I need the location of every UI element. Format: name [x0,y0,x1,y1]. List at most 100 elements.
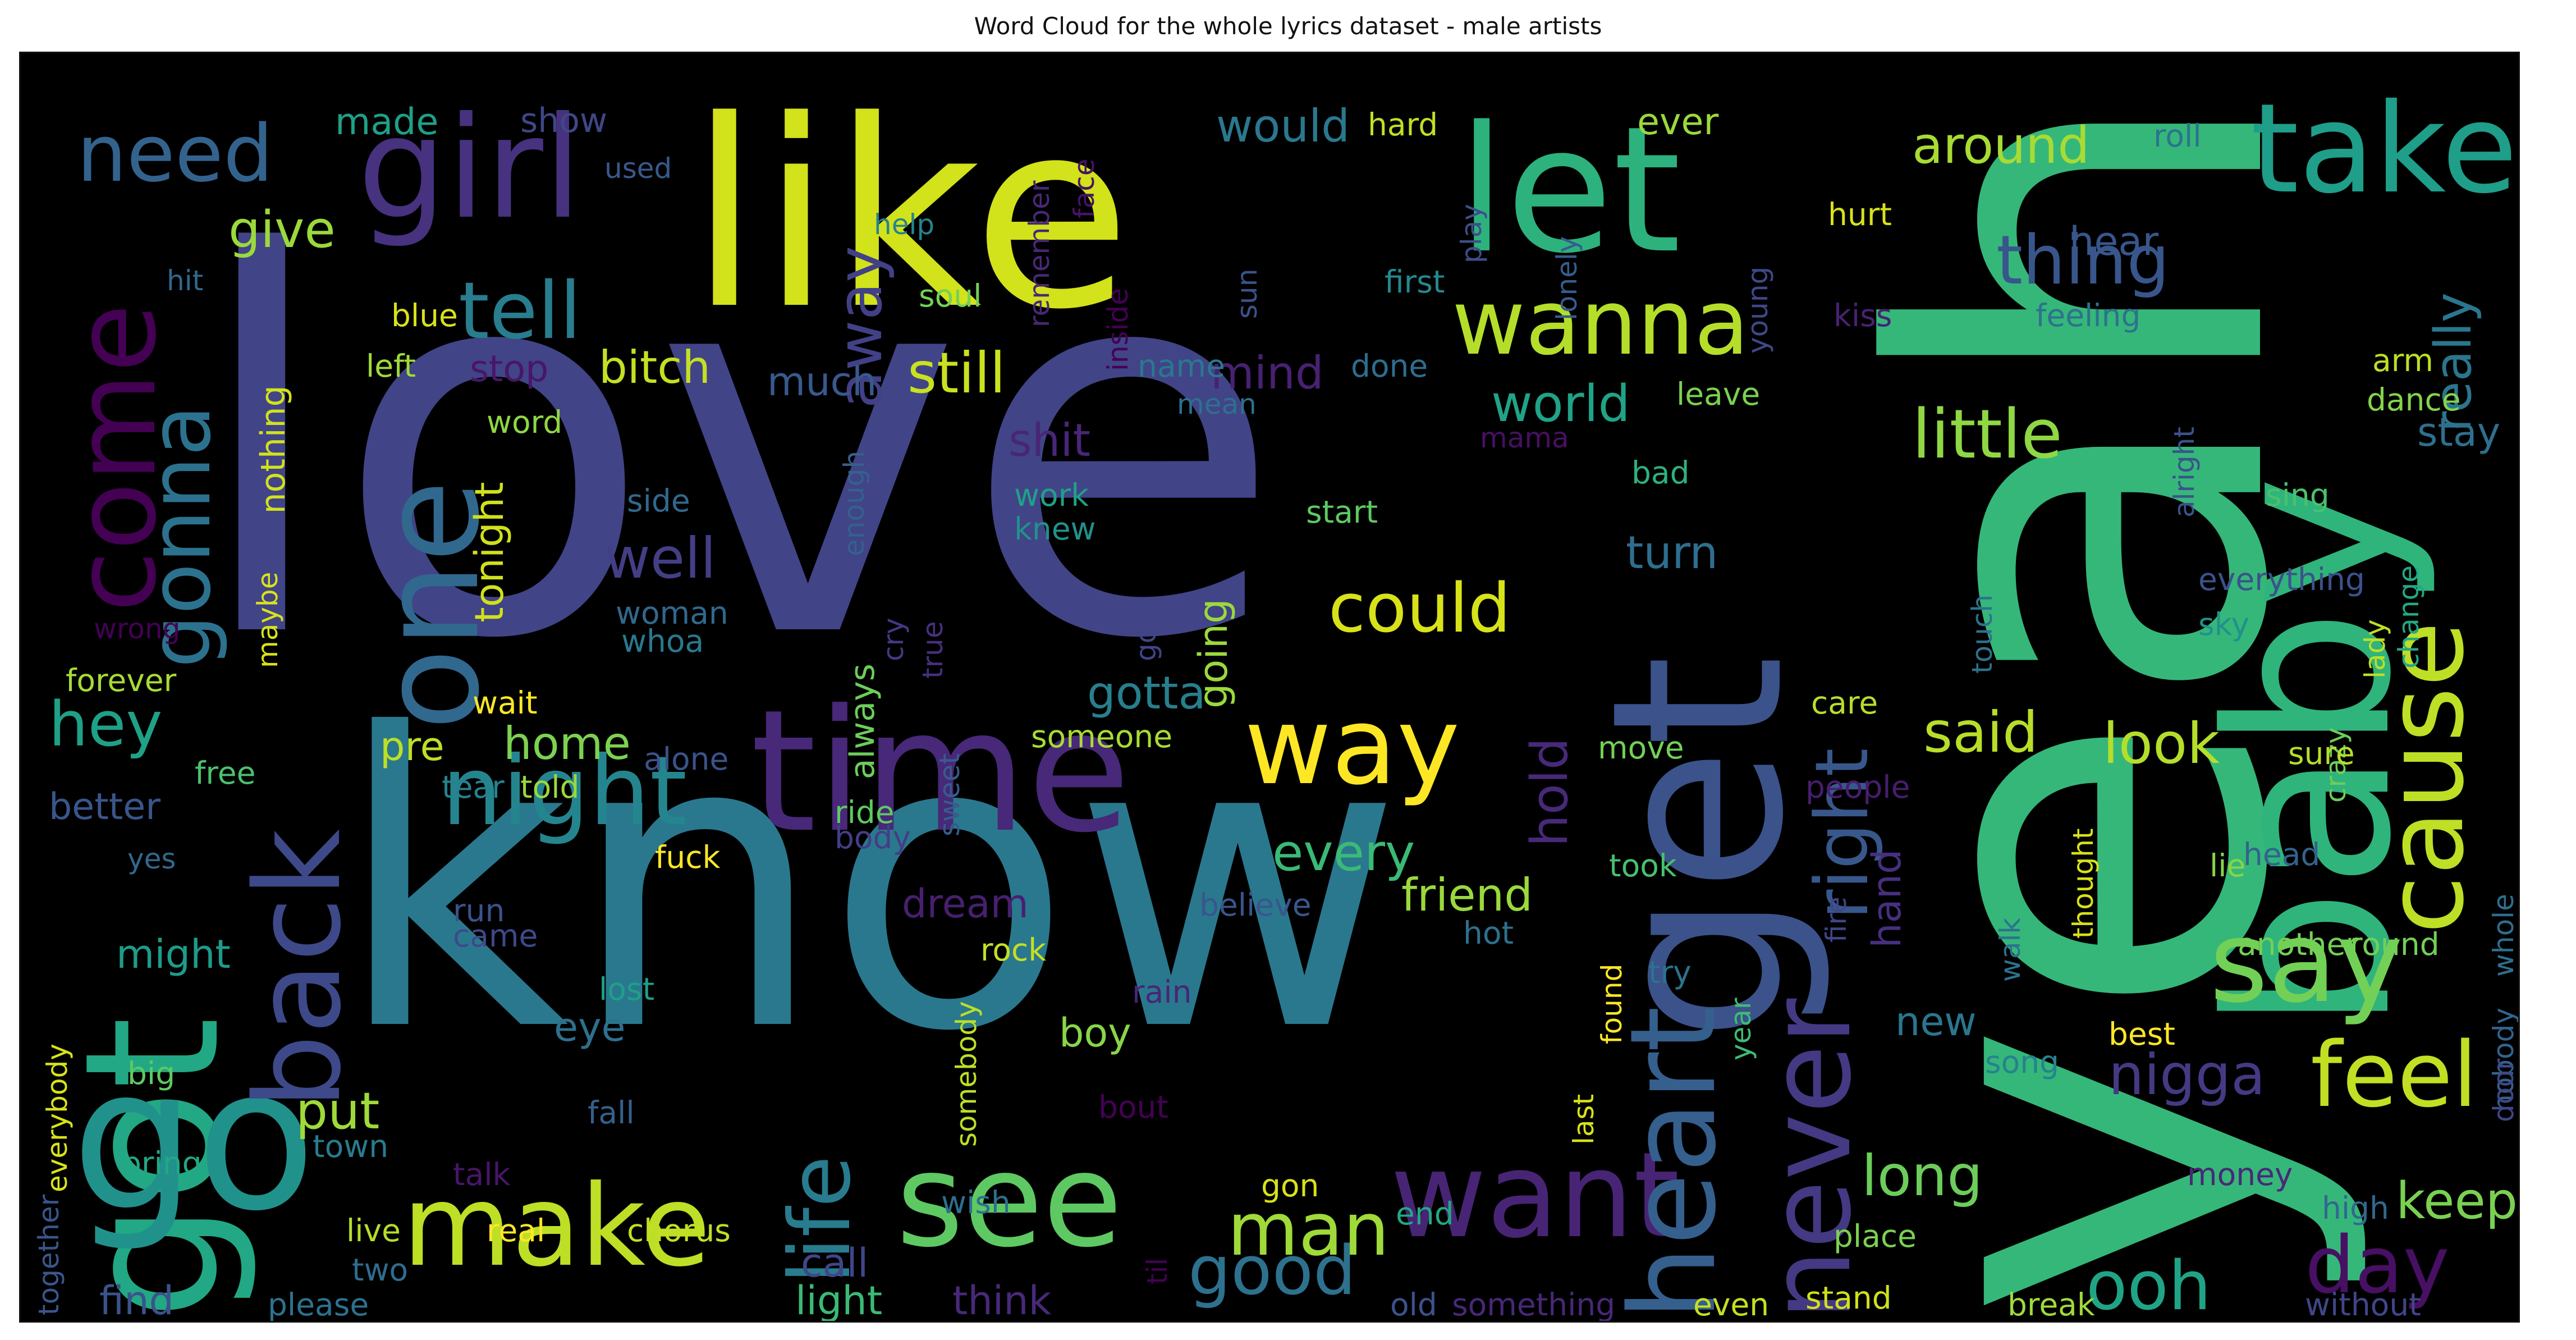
word-go: go [71,1025,317,1254]
word-head: head [2243,836,2321,872]
word-fire: fire [1820,897,1853,943]
word-found: found [1596,963,1628,1044]
word-take: take [2250,77,2518,221]
word-round: round [2350,926,2440,962]
word-talk: talk [453,1156,511,1192]
word-need: need [77,108,273,200]
word-free: free [195,755,256,791]
word-think: think [952,1278,1052,1323]
word-arm: arm [2372,342,2433,378]
word-somebody: somebody [950,1001,983,1147]
word-face: face [1068,158,1101,219]
word-stop: stop [470,348,549,390]
word-gon: gon [1261,1168,1319,1204]
word-please: please [268,1287,369,1323]
word-move: move [1598,730,1684,766]
word-tear: tear [442,769,505,805]
word-make: make [402,1161,711,1292]
word-love: love [189,145,1284,753]
word-friend: friend [1401,869,1533,921]
word-night: night [442,736,687,847]
word-time: time [750,674,1131,870]
word-told: told [520,769,580,805]
word-play: play [1455,204,1488,263]
word-call: call [801,1240,869,1286]
word-ever: ever [1637,101,1719,143]
word-young: young [1741,266,1774,354]
word-place: place [1834,1218,1917,1254]
word-want: want [1390,1127,1680,1264]
word-everybody: everybody [41,1044,74,1192]
word-hear: hear [2069,218,2159,264]
word-never: never [1745,998,1876,1320]
word-alright: alright [2168,426,2201,518]
word-ride: ride [835,794,895,830]
word-side: side [627,483,690,519]
word-town: town [313,1128,389,1164]
word-ooh: ooh [2086,1247,2211,1323]
word-feel: feel [2311,1022,2478,1127]
word-hey: hey [49,688,163,760]
word-find: find [99,1278,174,1323]
word-first: first [1385,264,1445,300]
word-forever: forever [66,662,177,698]
word-wait: wait [473,685,538,721]
word-money: money [2187,1156,2293,1192]
word-mama: mama [1480,422,1569,454]
word-done: done [1351,348,1428,384]
word-walk: walk [1994,917,2027,982]
word-change: change [2392,565,2425,669]
word-sun: sun [1231,268,1263,319]
word-home: home [503,717,631,770]
word-thought: thought [2067,828,2100,939]
word-used: used [604,152,672,185]
word-hit: hit [167,264,204,297]
word-stand: stand [1805,1280,1892,1316]
word-man: man [1227,1187,1390,1272]
word-body: body [835,820,911,856]
word-came: came [453,918,538,954]
word-song: song [1985,1044,2060,1080]
word-maybe: maybe [251,571,284,668]
word-big: big [127,1055,176,1091]
word-feeling: feeling [2036,298,2141,333]
word-whoa: whoa [621,623,704,659]
word-door: door [2487,1058,2520,1122]
word-sing: sing [2266,477,2330,513]
word-long: long [1862,1143,1983,1209]
word-alone: alone [644,741,729,777]
word-end: end [1396,1196,1454,1232]
word-heart: heart [1605,1006,1742,1320]
word-start: start [1306,494,1378,530]
word-said: said [1923,699,2038,765]
word-old: old [1390,1287,1437,1323]
word-bring: bring [122,1145,202,1181]
word-whole: whole [2487,894,2520,977]
word-sure: sure [2288,735,2355,771]
word-roll: roll [2153,118,2202,154]
word-shit: shit [1009,414,1090,467]
word-til: til [1141,1257,1174,1284]
word-light: light [795,1278,883,1323]
word-even: even [1693,1287,1770,1323]
word-wanna: wanna [1452,270,1749,375]
word-bitch: bitch [599,341,711,394]
chart-title: Word Cloud for the whole lyrics dataset … [974,12,1602,40]
word-touch: touch [1966,594,1999,674]
word-care: care [1811,685,1878,721]
word-last: last [1567,1094,1600,1145]
word-stay: stay [2417,409,2501,455]
word-every: every [1272,824,1415,882]
word-break: break [2007,1287,2095,1323]
word-leave: leave [1676,376,1761,412]
word-run: run [453,893,505,929]
word-two: two [352,1252,409,1288]
word-best: best [2109,1016,2175,1052]
word-tell: tell [459,266,581,357]
word-knew: knew [1014,511,1096,547]
word-high: high [2322,1190,2389,1226]
word-boy: boy [1059,1010,1131,1056]
word-always: always [843,664,882,780]
word-took: took [1609,848,1677,884]
word-see: see [896,1126,1122,1276]
